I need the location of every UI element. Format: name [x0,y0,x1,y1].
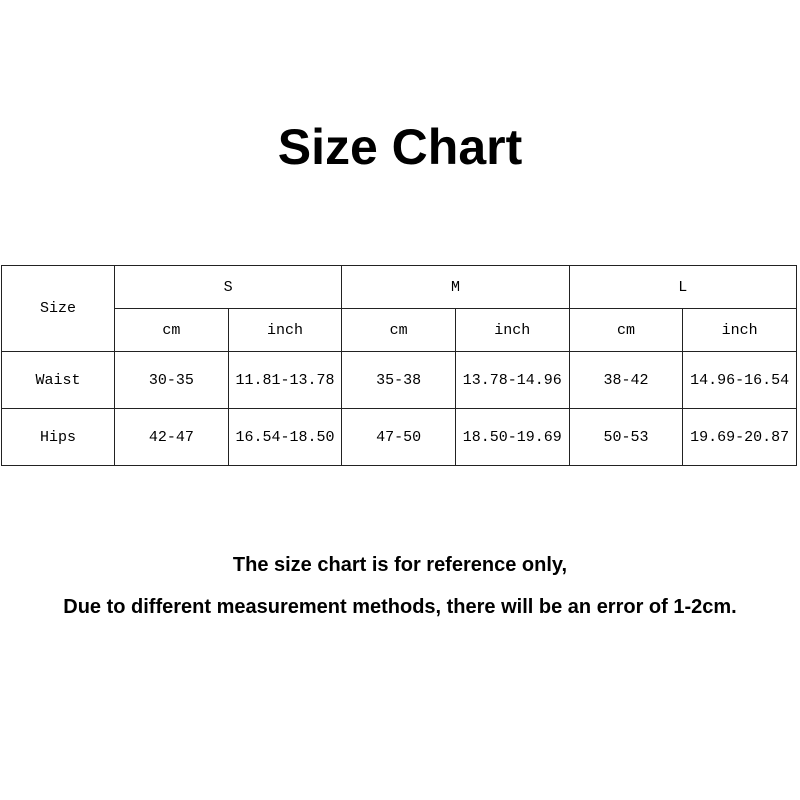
reference-note: The size chart is for reference only, [232,554,568,576]
error-note: Due to different measurement methods, th… [63,596,737,618]
unit-header-row: cm inch cm inch cm inch [2,308,797,352]
unit-header: cm [568,308,684,352]
corner-cell: Size [1,265,115,352]
table-cell: 38-42 [568,351,684,409]
size-header-s: S [113,265,343,309]
unit-header: inch [454,308,570,352]
table-row-hips: Hips 42-47 16.54-18.50 47-50 18.50-19.69… [1,408,797,466]
size-header-l: L [568,265,798,309]
table-cell: 19.69-20.87 [682,408,797,466]
table-cell: 30-35 [114,351,229,409]
unit-header: inch [682,308,797,352]
table-cell: 11.81-13.78 [227,351,343,409]
table-cell: 16.54-18.50 [227,408,343,466]
row-label: Hips [1,408,115,466]
table-row-waist: Waist 30-35 11.81-13.78 35-38 13.78-14.9… [1,351,797,409]
row-label: Waist [1,351,115,409]
size-header-m: M [341,265,570,309]
table-cell: 14.96-16.54 [682,351,797,409]
unit-header: cm [114,308,229,352]
table-cell: 18.50-19.69 [454,408,570,466]
table-cell: 13.78-14.96 [454,351,570,409]
page-title: Size Chart [277,119,523,175]
table-cell: 42-47 [114,408,229,466]
table-cell: 35-38 [341,351,456,409]
unit-header: inch [227,308,343,352]
table-cell: 47-50 [341,408,456,466]
table-cell: 50-53 [568,408,684,466]
unit-header: cm [341,308,456,352]
size-table: Size S M L cm inch cm inch cm inch Waist… [1,265,798,466]
size-header-row: Size S M L [1,265,798,352]
